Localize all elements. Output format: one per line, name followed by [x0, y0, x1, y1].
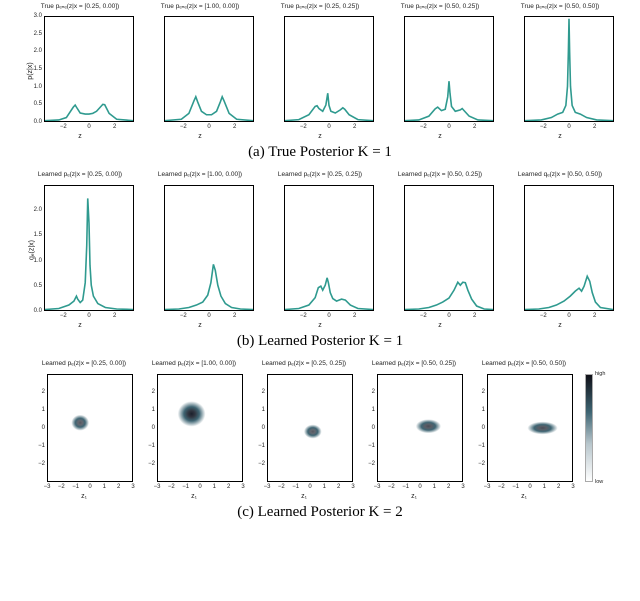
x-axis-label: z	[262, 322, 378, 329]
line-chart-panel: True pₑₙₑ(z|x = [0.25, 0.00])0.00.51.01.…	[22, 2, 138, 140]
panel-title: True pₑₙₑ(z|x = [0.25, 0.00])	[22, 2, 138, 10]
x-tick-labels: −202	[164, 124, 254, 132]
x-axis-label: z	[382, 322, 498, 329]
x-axis-label: z₁	[471, 493, 577, 500]
chart-axes	[377, 374, 463, 482]
y-axis-label: p(z|x)	[27, 62, 34, 79]
chart-axes	[487, 374, 573, 482]
x-axis-label: z	[142, 133, 258, 140]
x-axis-label: z	[22, 322, 138, 329]
figure: True pₑₙₑ(z|x = [0.25, 0.00])0.00.51.01.…	[0, 0, 640, 529]
caption-c: (c) Learned Posterior K = 2	[0, 500, 640, 529]
x-axis-label: z	[502, 322, 618, 329]
x-tick-labels: −202	[404, 313, 494, 321]
chart-axes	[524, 185, 614, 311]
heatmap-panel: Learned pₑ(z|x = [0.50, 0.25]) −2−1012−3−…	[361, 360, 467, 500]
x-tick-labels: −3−2−10123	[377, 484, 463, 492]
row-learned-k1: Learned pₑ(z|x = [0.25, 0.00])0.00.51.01…	[0, 169, 640, 329]
chart-axes	[404, 16, 494, 122]
x-tick-labels: −202	[404, 124, 494, 132]
panel-title: True pₑₙₑ(z|x = [0.50, 0.50])	[502, 2, 618, 10]
caption-a: (a) True Posterior K = 1	[0, 140, 640, 169]
panel-title: True pₑₙₑ(z|x = [1.00, 0.00])	[142, 2, 258, 10]
line-chart-panel: True pₑₙₑ(z|x = [0.50, 0.25]) −202z	[382, 2, 498, 140]
y-tick-labels: −2−1012	[35, 374, 45, 482]
x-axis-label: z	[502, 133, 618, 140]
line-chart-panel: Learned pₑ(z|x = [0.50, 0.25]) −202z	[382, 171, 498, 329]
chart-axes	[404, 185, 494, 311]
y-tick-labels: −2−1012	[255, 374, 265, 482]
y-axis-label: qₑ(z|x)	[28, 240, 35, 260]
line-chart-panel: Learned pₑ(z|x = [1.00, 0.00]) −202z	[142, 171, 258, 329]
panel-title: True pₑₙₑ(z|x = [0.50, 0.25])	[382, 2, 498, 10]
panel-title: Learned pₑ(z|x = [0.25, 0.00])	[31, 360, 137, 367]
x-axis-label: z	[262, 133, 378, 140]
x-axis-label: z₁	[251, 493, 357, 500]
panel-title: Learned pₑ(z|x = [0.25, 0.25])	[262, 171, 378, 178]
x-tick-labels: −3−2−10123	[267, 484, 353, 492]
x-tick-labels: −202	[284, 124, 374, 132]
x-axis-label: z	[142, 322, 258, 329]
row-true-posterior: True pₑₙₑ(z|x = [0.25, 0.00])0.00.51.01.…	[0, 0, 640, 140]
colorbar: lowhigh	[581, 360, 609, 500]
heatmap-panel: Learned pₑ(z|x = [0.25, 0.25]) −2−1012−3−…	[251, 360, 357, 500]
heatmap-panel: Learned pₑ(z|x = [0.50, 0.50]) −2−1012−3−…	[471, 360, 577, 500]
chart-axes	[267, 374, 353, 482]
x-axis-label: z₁	[361, 493, 467, 500]
panel-title: Learned pₑ(z|x = [1.00, 0.00])	[142, 171, 258, 178]
chart-axes	[164, 16, 254, 122]
chart-axes	[44, 185, 134, 311]
line-chart-panel: Learned qₑ(z|x = [0.50, 0.50]) −202z	[502, 171, 618, 329]
x-tick-labels: −3−2−10123	[157, 484, 243, 492]
y-tick-labels: −2−1012	[475, 374, 485, 482]
line-chart-panel: True pₑₙₑ(z|x = [0.25, 0.25]) −202z	[262, 2, 378, 140]
panel-title: Learned pₑ(z|x = [0.25, 0.25])	[251, 360, 357, 367]
x-tick-labels: −202	[164, 313, 254, 321]
line-chart-panel: Learned pₑ(z|x = [0.25, 0.25]) −202z	[262, 171, 378, 329]
x-tick-labels: −3−2−10123	[487, 484, 573, 492]
panel-title: Learned pₑ(z|x = [0.50, 0.25])	[382, 171, 498, 178]
x-axis-label: z	[382, 133, 498, 140]
chart-axes	[284, 185, 374, 311]
x-tick-labels: −202	[284, 313, 374, 321]
panel-title: True pₑₙₑ(z|x = [0.25, 0.25])	[262, 2, 378, 10]
x-tick-labels: −202	[44, 124, 134, 132]
chart-axes	[284, 16, 374, 122]
y-tick-labels: −2−1012	[365, 374, 375, 482]
heatmap-panel: Learned pₑ(z|x = [1.00, 0.00]) −2−1012−3−…	[141, 360, 247, 500]
chart-axes	[47, 374, 133, 482]
x-tick-labels: −202	[524, 313, 614, 321]
panel-title: Learned pₑ(z|x = [0.50, 0.50])	[471, 360, 577, 367]
line-chart-panel: True pₑₙₑ(z|x = [0.50, 0.50]) −202z	[502, 2, 618, 140]
chart-axes	[164, 185, 254, 311]
heatmap-panel: Learned pₑ(z|x = [0.25, 0.00]) −2−1012−3−…	[31, 360, 137, 500]
line-chart-panel: Learned pₑ(z|x = [0.25, 0.00])0.00.51.01…	[22, 171, 138, 329]
row-learned-k2: Learned pₑ(z|x = [0.25, 0.00])−2−1012−3−…	[0, 358, 640, 500]
colorbar-ticks: lowhigh	[595, 374, 609, 482]
chart-axes	[524, 16, 614, 122]
x-axis-label: z	[22, 133, 138, 140]
x-tick-labels: −3−2−10123	[47, 484, 133, 492]
panel-title: Learned pₑ(z|x = [0.50, 0.25])	[361, 360, 467, 367]
x-axis-label: z₁	[141, 493, 247, 500]
line-chart-panel: True pₑₙₑ(z|x = [1.00, 0.00]) −202z	[142, 2, 258, 140]
x-tick-labels: −202	[524, 124, 614, 132]
x-tick-labels: −202	[44, 313, 134, 321]
chart-axes	[44, 16, 134, 122]
panel-title: Learned pₑ(z|x = [1.00, 0.00])	[141, 360, 247, 367]
chart-axes	[157, 374, 243, 482]
panel-title: Learned qₑ(z|x = [0.50, 0.50])	[502, 171, 618, 178]
y-tick-labels: −2−1012	[145, 374, 155, 482]
x-axis-label: z₁	[31, 493, 137, 500]
panel-title: Learned pₑ(z|x = [0.25, 0.00])	[22, 171, 138, 178]
caption-b: (b) Learned Posterior K = 1	[0, 329, 640, 358]
